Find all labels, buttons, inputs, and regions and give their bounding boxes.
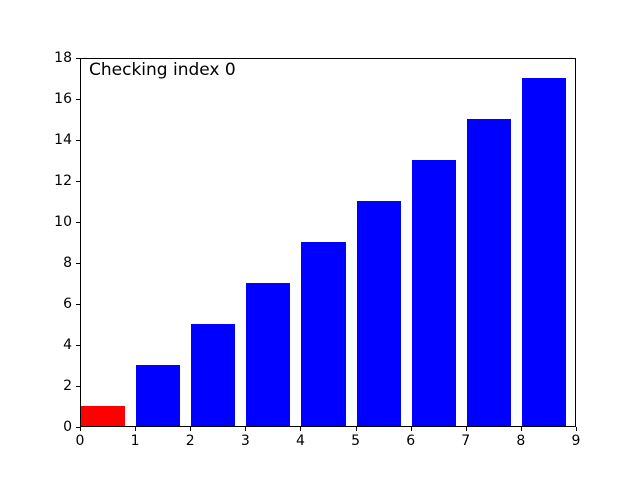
- y-tick-mark: [76, 304, 80, 305]
- y-tick-mark: [76, 386, 80, 387]
- bar-x8: [521, 77, 566, 426]
- bar-x7: [466, 118, 511, 426]
- x-tick-mark: [80, 427, 81, 431]
- y-tick-label: 0: [63, 419, 72, 435]
- x-tick-label: 8: [516, 433, 526, 449]
- y-tick-label: 12: [54, 173, 72, 189]
- x-tick-label: 1: [130, 433, 140, 449]
- plot-area: Checking index 0: [80, 58, 576, 427]
- y-tick-label: 16: [54, 91, 72, 107]
- x-tick-mark: [520, 427, 522, 431]
- y-tick-mark: [76, 58, 80, 59]
- bar-x0: [81, 405, 126, 426]
- y-tick-mark: [76, 181, 80, 182]
- x-tick-label: 2: [185, 433, 195, 449]
- x-tick-mark: [135, 427, 137, 431]
- y-tick-mark: [76, 99, 80, 100]
- bar-x2: [191, 323, 236, 426]
- y-tick-label: 14: [54, 132, 72, 148]
- bar-x4: [301, 241, 346, 426]
- annotation-text: Checking index 0: [89, 60, 236, 80]
- x-tick-mark: [410, 427, 412, 431]
- y-tick-mark: [76, 263, 80, 264]
- y-tick-label: 2: [63, 378, 72, 394]
- bar-x5: [356, 200, 401, 426]
- x-tick-label: 7: [461, 433, 471, 449]
- x-tick-mark: [245, 427, 247, 431]
- y-tick-label: 8: [63, 255, 72, 271]
- y-tick-mark: [76, 427, 80, 428]
- y-tick-label: 18: [54, 50, 72, 66]
- y-tick-label: 6: [63, 296, 72, 312]
- x-tick-label: 3: [240, 433, 250, 449]
- x-tick-label: 0: [75, 433, 85, 449]
- x-tick-label: 9: [571, 433, 581, 449]
- x-tick-label: 4: [295, 433, 305, 449]
- y-tick-label: 10: [54, 214, 72, 230]
- x-tick-label: 6: [406, 433, 416, 449]
- y-tick-mark: [76, 140, 80, 141]
- bar-x6: [411, 159, 456, 426]
- x-tick-mark: [355, 427, 357, 431]
- x-tick-mark: [576, 427, 577, 431]
- x-tick-mark: [300, 427, 302, 431]
- y-tick-mark: [76, 345, 80, 346]
- y-tick-mark: [76, 222, 80, 223]
- y-tick-label: 4: [63, 337, 72, 353]
- bar-x3: [246, 282, 291, 426]
- x-tick-mark: [465, 427, 467, 431]
- bar-x1: [136, 364, 181, 426]
- x-tick-label: 5: [351, 433, 361, 449]
- x-tick-mark: [190, 427, 192, 431]
